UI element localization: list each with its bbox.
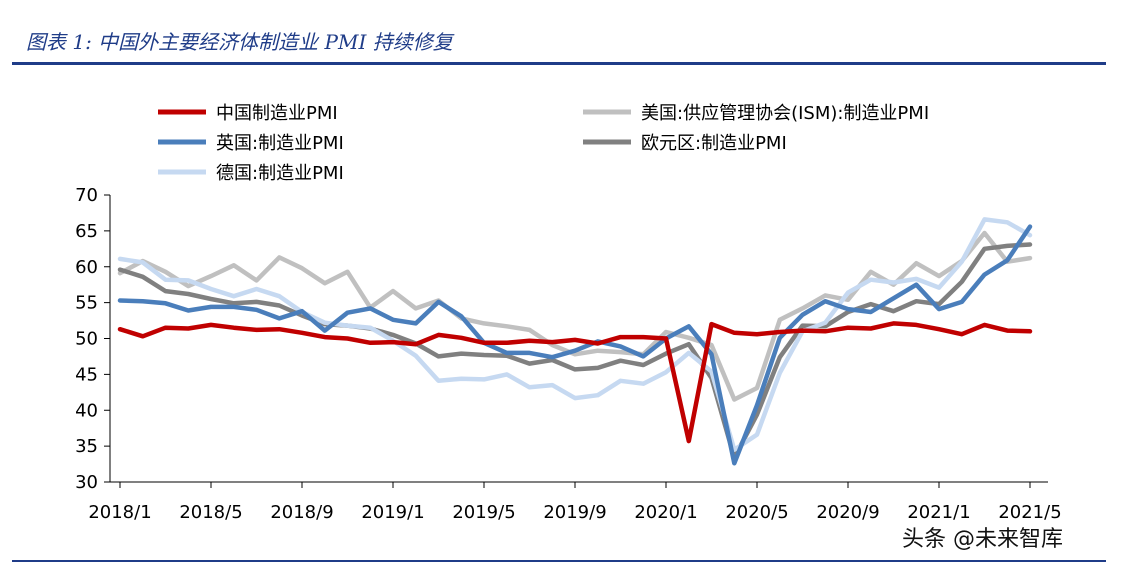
y-tick-label: 35 — [75, 436, 98, 457]
x-tick-label: 2020/5 — [725, 502, 788, 523]
series-line-4 — [117, 217, 1033, 452]
x-tick-label: 2020/9 — [816, 502, 879, 523]
y-tick-label: 60 — [75, 257, 98, 278]
legend-label: 英国:制造业PMI — [216, 133, 344, 154]
x-tick-label: 2018/1 — [88, 502, 151, 523]
chart-lines — [117, 217, 1033, 466]
y-tick-label: 40 — [75, 400, 98, 421]
x-tick-label: 2021/5 — [998, 502, 1061, 523]
y-tick-label: 70 — [75, 185, 98, 206]
title-rule — [12, 62, 1106, 65]
x-tick-label: 2018/5 — [179, 502, 242, 523]
legend-label: 美国:供应管理协会(ISM):制造业PMI — [641, 103, 929, 124]
legend-label: 德国:制造业PMI — [216, 163, 344, 184]
watermark-text: 头条 @未来智库 — [902, 527, 1063, 552]
y-tick-label: 50 — [75, 329, 98, 350]
x-tick-label: 2021/1 — [907, 502, 970, 523]
x-tick-label: 2020/1 — [634, 502, 697, 523]
x-tick-label: 2019/5 — [452, 502, 515, 523]
y-tick-label: 55 — [75, 293, 98, 314]
legend-label: 欧元区:制造业PMI — [641, 133, 787, 154]
bottom-rule — [12, 560, 1106, 562]
x-tick-label: 2019/1 — [361, 502, 424, 523]
series-line-1 — [117, 230, 1033, 402]
y-tick-label: 45 — [75, 364, 98, 385]
y-tick-label: 65 — [75, 221, 98, 242]
figure-title: 图表 1: 中国外主要经济体制造业 PMI 持续修复 — [26, 30, 453, 54]
series-line-2 — [117, 224, 1033, 466]
chart-axes: 30 35 40 45 50 55 60 65 70 2018/1 2018/5 2018/9 2019… — [75, 185, 1062, 523]
chart-legend: 中国制造业PMI 美国:供应管理协会(ISM):制造业PMI 英国:制造业PMI 欧元… — [158, 103, 929, 184]
series-line-0 — [117, 321, 1033, 444]
y-tick-label: 30 — [75, 472, 98, 493]
legend-label: 中国制造业PMI — [216, 103, 338, 124]
x-tick-label: 2019/9 — [543, 502, 606, 523]
x-tick-label: 2018/9 — [270, 502, 333, 523]
